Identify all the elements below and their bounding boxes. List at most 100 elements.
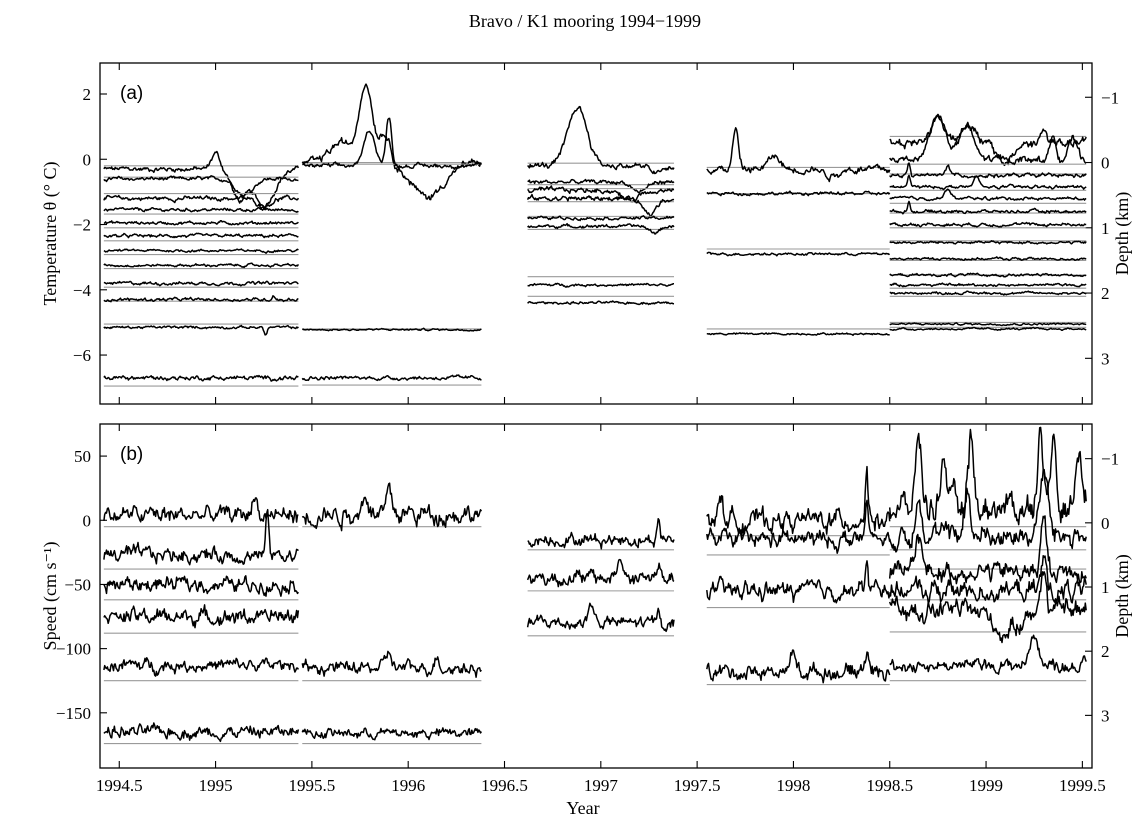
y-tick-label: −150 xyxy=(56,704,91,723)
series-line xyxy=(103,575,299,597)
series-line xyxy=(888,426,1087,526)
series-line xyxy=(103,280,299,287)
segment xyxy=(301,83,482,386)
series-line xyxy=(889,272,1087,278)
series-line xyxy=(889,221,1087,228)
series-line xyxy=(889,113,1087,167)
right-tick-label: 3 xyxy=(1101,349,1110,368)
right-tick-label: −1 xyxy=(1101,450,1119,469)
right-tick-label: 0 xyxy=(1101,154,1110,173)
series-line xyxy=(889,174,1087,191)
right-axis-label: Depth (km) xyxy=(1112,554,1133,637)
segment xyxy=(103,150,300,387)
series-line xyxy=(527,215,675,222)
series-line xyxy=(889,188,1087,202)
segment xyxy=(706,465,891,686)
series-line xyxy=(889,200,1087,215)
series-line xyxy=(301,650,482,678)
series-line xyxy=(526,193,675,218)
series-line xyxy=(103,219,299,226)
right-tick-label: 3 xyxy=(1101,706,1110,725)
series-line xyxy=(888,515,1087,585)
series-line xyxy=(103,248,299,254)
x-tick-label: 1998.5 xyxy=(866,776,913,795)
y-tick-label: −4 xyxy=(73,281,92,300)
series-line xyxy=(301,327,482,332)
series-line xyxy=(527,222,675,235)
series-line xyxy=(301,482,483,532)
series-line xyxy=(103,232,299,239)
series-line xyxy=(706,499,891,554)
series-line xyxy=(103,262,300,269)
series-line xyxy=(889,240,1087,245)
x-axis-label: Year xyxy=(566,798,599,818)
series-line xyxy=(301,83,482,201)
y-tick-label: −100 xyxy=(56,640,91,659)
series-line xyxy=(889,162,1087,179)
series-line xyxy=(889,634,1087,675)
series-line xyxy=(103,722,300,743)
series-line xyxy=(527,517,675,550)
segment xyxy=(103,497,300,745)
series-line xyxy=(889,326,1087,332)
series-line xyxy=(888,555,1087,604)
series-line xyxy=(103,604,300,629)
series-line xyxy=(889,322,1087,327)
series-line xyxy=(527,282,674,288)
series-line xyxy=(103,295,299,303)
x-tick-label: 1996.5 xyxy=(481,776,528,795)
x-tick-label: 1998 xyxy=(776,776,810,795)
series-line xyxy=(706,465,891,537)
plot-frame xyxy=(99,62,1093,405)
segment xyxy=(706,127,891,337)
x-tick-label: 1999.5 xyxy=(1059,776,1106,795)
series-line xyxy=(103,508,299,566)
series-line xyxy=(527,185,675,203)
segment xyxy=(888,426,1087,682)
series-line xyxy=(301,727,483,741)
series-line xyxy=(526,558,675,588)
series-line xyxy=(103,324,299,336)
series-line xyxy=(527,300,675,306)
right-tick-label: 2 xyxy=(1101,642,1110,661)
right-axis-label: Depth (km) xyxy=(1112,192,1133,275)
y-tick-label: 0 xyxy=(83,511,92,530)
series-line xyxy=(889,290,1087,296)
x-tick-label: 1999 xyxy=(969,776,1003,795)
y-axis-label: Temperature θ (° C) xyxy=(40,161,61,305)
series-line xyxy=(706,127,891,183)
series-line xyxy=(103,194,300,211)
segment xyxy=(889,113,1087,332)
y-axis-label: Speed (cm s⁻¹) xyxy=(40,542,61,651)
panel-label: (b) xyxy=(120,444,143,465)
y-tick-label: −2 xyxy=(73,216,91,235)
panel-b-speed: 1994.5 1995 1995.5 1996 1996.5 1997 1997.5 1998… xyxy=(40,423,1133,795)
right-tick-label: 1 xyxy=(1101,578,1110,597)
series-line xyxy=(888,571,1087,644)
series-line xyxy=(889,114,1087,166)
series-line xyxy=(103,374,299,382)
right-tick-label: 2 xyxy=(1101,284,1110,303)
y-tick-label: −6 xyxy=(73,346,91,365)
segment xyxy=(301,482,483,745)
panel-a-temperature: 2 0 −2 −4 −6 −1 0 1 2 3 Temperature θ (° C) Depth (… xyxy=(40,62,1133,405)
x-tick-label: 1995.5 xyxy=(289,776,336,795)
plot-frame xyxy=(99,423,1093,769)
panel-label: (a) xyxy=(120,83,143,104)
series-line xyxy=(103,657,300,677)
figure-title: Bravo / K1 mooring 1994−1999 xyxy=(469,11,701,31)
x-tick-label: 1994.5 xyxy=(96,776,143,795)
x-tick-label: 1997.5 xyxy=(674,776,721,795)
series-line xyxy=(889,282,1087,288)
segment xyxy=(526,517,675,637)
x-tick-label: 1995 xyxy=(199,776,233,795)
y-tick-label: 0 xyxy=(83,150,92,169)
series-line xyxy=(103,497,299,524)
x-tick-label: 1996 xyxy=(391,776,425,795)
series-line xyxy=(527,105,675,175)
series-line xyxy=(706,251,890,257)
right-tick-label: 0 xyxy=(1101,514,1110,533)
series-line xyxy=(706,560,891,604)
right-tick-label: −1 xyxy=(1101,88,1119,107)
